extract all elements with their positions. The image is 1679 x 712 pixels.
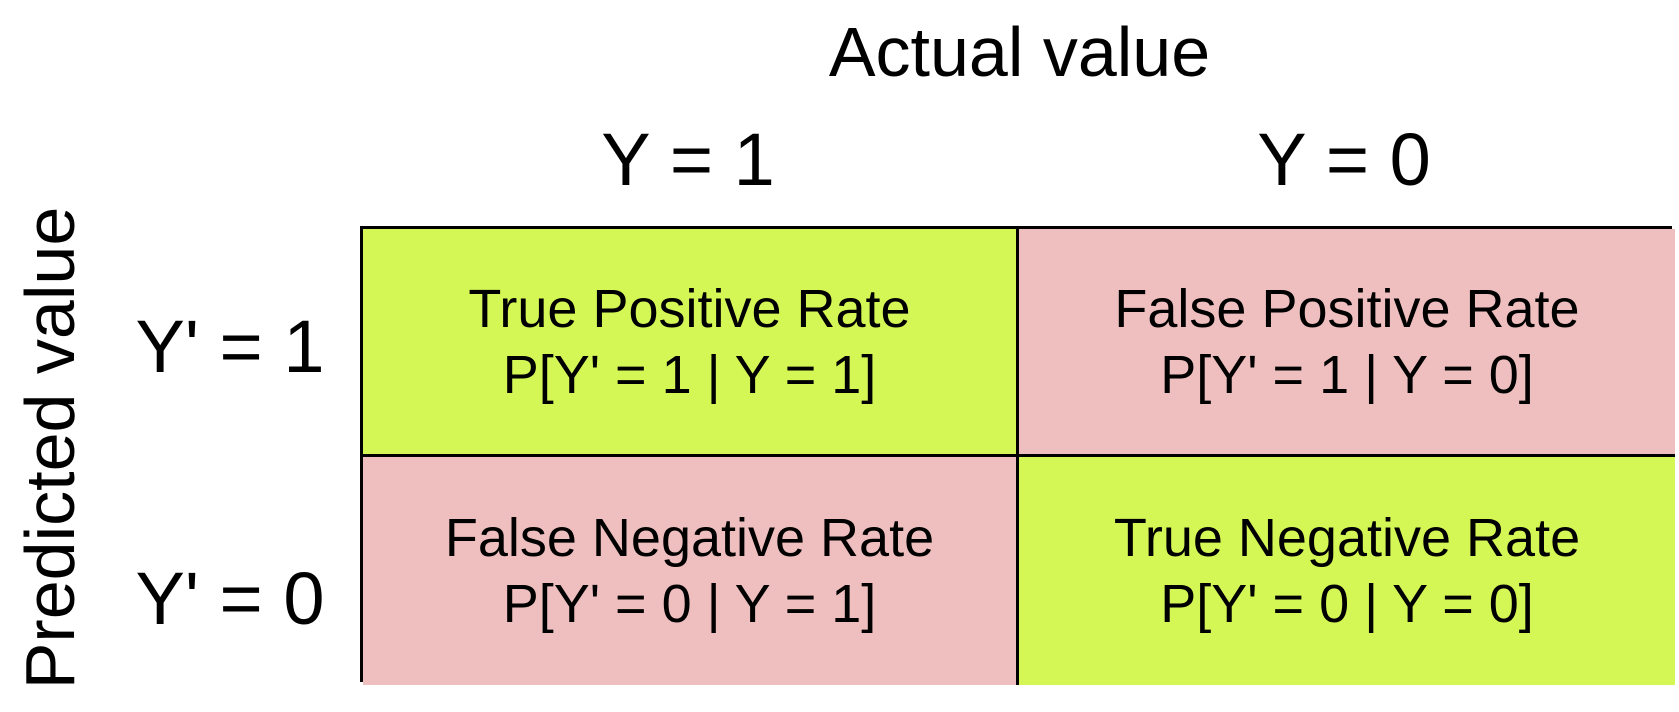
cell-label: True Positive Rate [468, 278, 911, 339]
column-header-y1: Y = 1 [601, 118, 775, 201]
cell-label: True Negative Rate [1113, 508, 1581, 568]
cell-false-negative: False Negative Rate P[Y' = 0 | Y = 1] [363, 457, 1019, 685]
cell-formula: P[Y' = 1 | Y = 1] [502, 344, 877, 405]
cell-true-negative: True Negative Rate P[Y' = 0 | Y = 0] [1019, 457, 1675, 685]
cell-label: False Negative Rate [444, 508, 935, 568]
row-header-y1-predicted: Y' = 1 [135, 305, 325, 388]
predicted-value-title: Predicted value [11, 206, 89, 690]
actual-value-title: Actual value [828, 13, 1211, 91]
cell-formula: P[Y' = 0 | Y = 1] [502, 574, 877, 634]
cell-formula: P[Y' = 0 | Y = 0] [1160, 574, 1534, 634]
cell-false-positive: False Positive Rate P[Y' = 1 | Y = 0] [1019, 229, 1675, 457]
cell-label: False Positive Rate [1114, 278, 1580, 339]
cell-formula: P[Y' = 1 | Y = 0] [1160, 344, 1534, 405]
confusion-matrix: True Positive Rate P[Y' = 1 | Y = 1] Fal… [360, 226, 1675, 685]
row-header-y0-predicted: Y' = 0 [135, 557, 325, 640]
cell-true-positive: True Positive Rate P[Y' = 1 | Y = 1] [363, 229, 1019, 457]
column-header-y0: Y = 0 [1257, 118, 1431, 201]
